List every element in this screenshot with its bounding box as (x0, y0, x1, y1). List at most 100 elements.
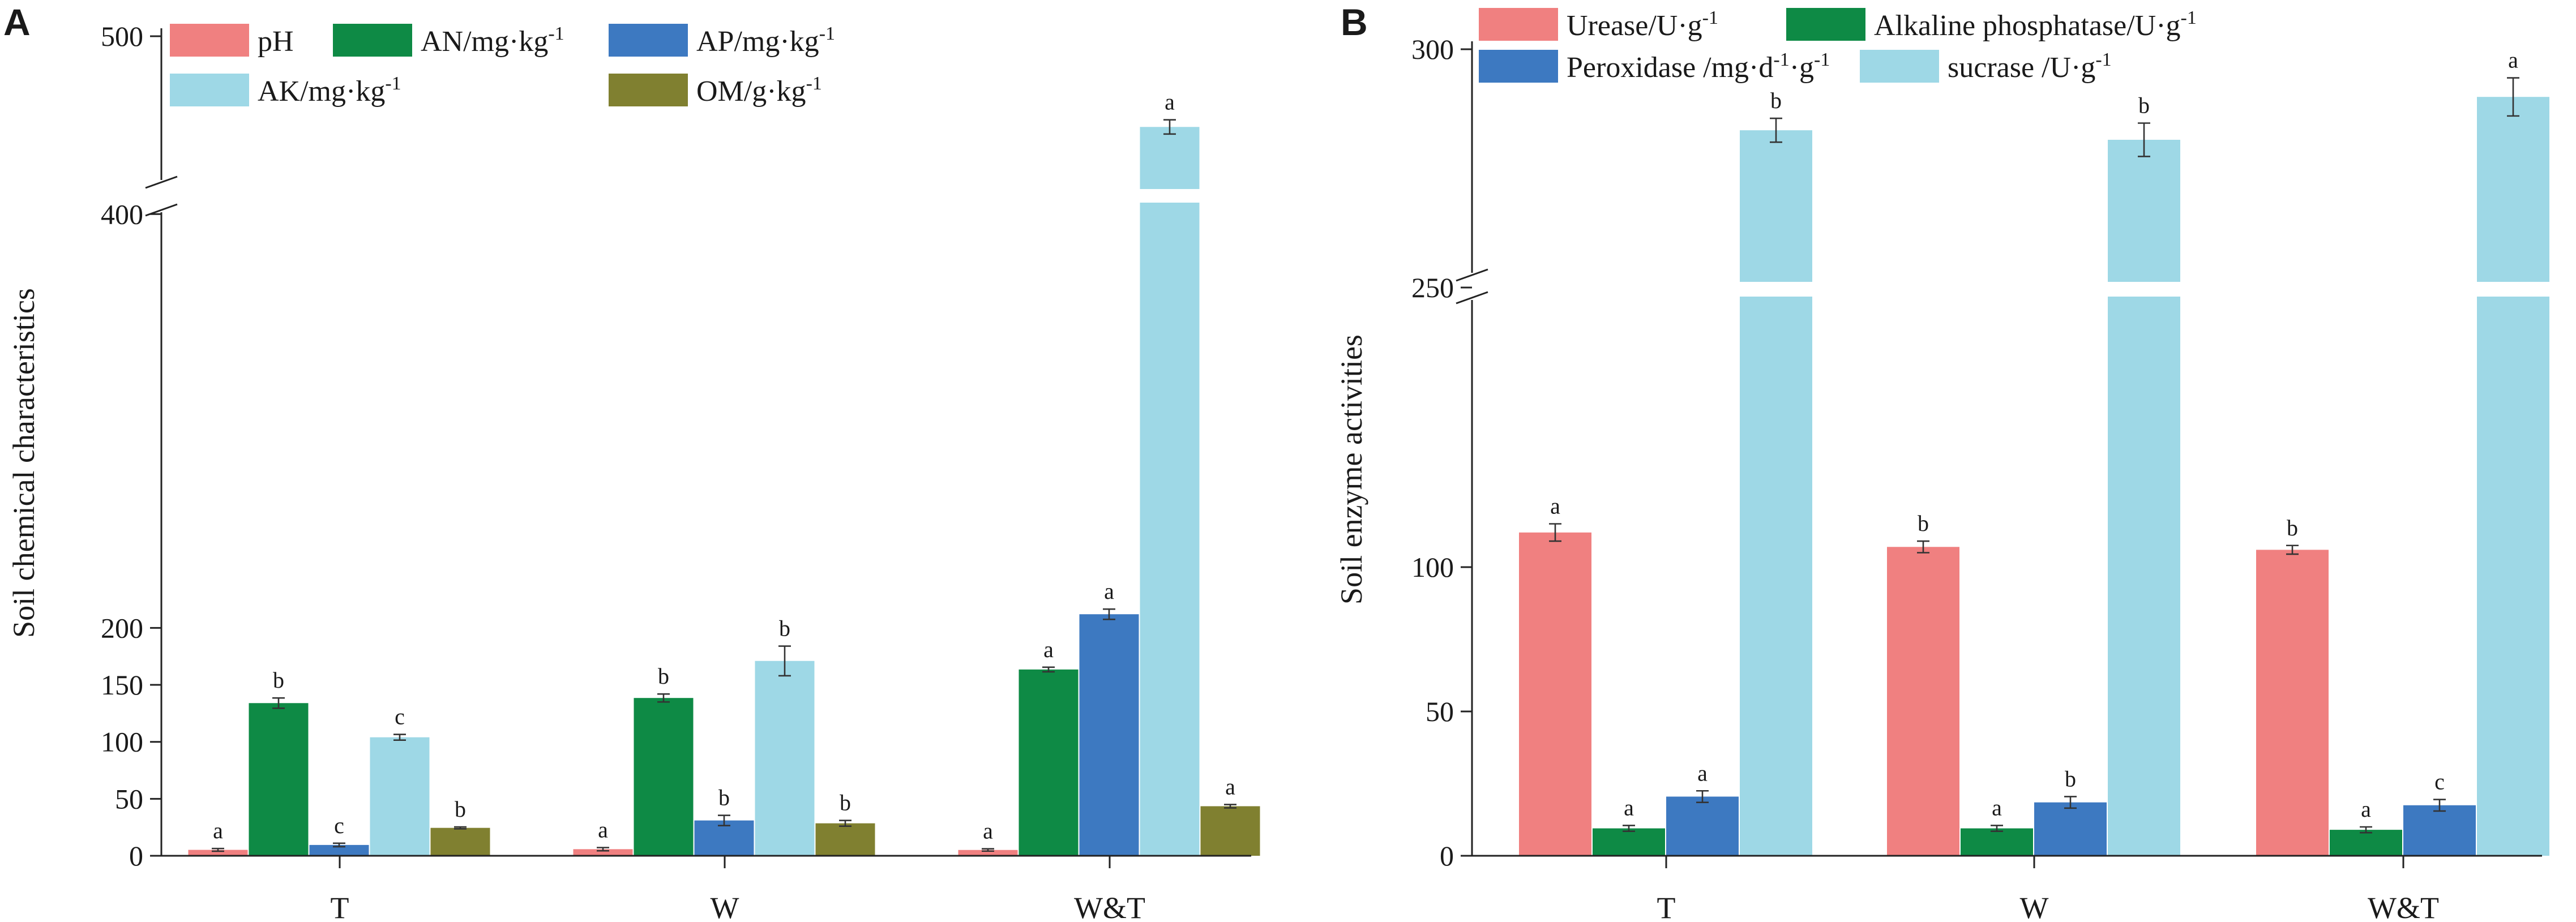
legend-swatch (1479, 8, 1558, 41)
legend-label-sup: -1 (2095, 49, 2111, 70)
bar (755, 661, 815, 856)
legend-label-text: pH (258, 25, 294, 58)
bar (2256, 550, 2329, 856)
legend-label-sup: -1 (1702, 7, 1718, 28)
bar (1666, 796, 1739, 856)
panel-b-chart: a a a b Tb a b b Wb a c a W&T 0 50 100 250 300 Soil enzyme… (1334, 1, 2550, 922)
significance-letter: a (1104, 578, 1114, 604)
significance-letter: a (2361, 796, 2371, 822)
bar (1519, 532, 1591, 856)
legend-label: AK/mg·kg-1 (258, 73, 401, 108)
y-tick-label: 500 (101, 20, 143, 52)
bar (370, 737, 430, 856)
significance-letter: b (2065, 766, 2076, 791)
significance-letter: b (2287, 515, 2298, 541)
significance-letter: a (1697, 760, 1708, 786)
significance-letter: b (455, 796, 466, 822)
significance-letter: c (334, 813, 344, 838)
bar-break-gap (1139, 189, 1200, 203)
legend-label: Alkaline phosphatase/U·g-1 (1874, 7, 2197, 42)
y-tick-label: 0 (1440, 840, 1454, 872)
significance-letter: a (1550, 494, 1560, 519)
legend-label-text: Peroxidase /mg·d (1567, 52, 1773, 84)
category-label: W&T (2368, 891, 2439, 922)
panel-letter: A (3, 1, 31, 43)
significance-letter: a (213, 818, 223, 843)
legend-label: pH (258, 25, 294, 58)
legend-label-sup: -1 (1773, 49, 1789, 70)
legend-swatch (170, 24, 249, 57)
y-tick-label: 50 (1426, 696, 1454, 727)
y-tick-label: 100 (1411, 551, 1454, 583)
significance-letter: b (779, 616, 790, 641)
panel-letter: B (1341, 1, 1368, 43)
significance-letter: b (1918, 511, 1929, 536)
significance-letter: a (1624, 795, 1634, 820)
legend-label-sup: -1 (548, 23, 564, 44)
bar (1200, 806, 1260, 856)
y-axis-title: Soil chemical characteristics (7, 288, 41, 638)
y-tick-label: 100 (101, 726, 143, 758)
significance-letter: a (2508, 48, 2518, 73)
y-tick-label: 400 (101, 198, 143, 230)
category-label: T (1657, 891, 1676, 922)
legend-swatch (1860, 50, 1939, 83)
legend-label-text: AP/mg·kg (696, 25, 819, 58)
legend-label-text: OM/g·kg (696, 75, 806, 108)
legend-label: OM/g·kg-1 (696, 73, 822, 108)
significance-letter: b (718, 785, 730, 810)
legend-label-sup: -1 (806, 73, 822, 94)
significance-letter: a (1165, 89, 1175, 115)
y-tick-label: 200 (101, 612, 143, 644)
bar (1740, 130, 1812, 856)
bar (1887, 547, 1959, 856)
bar (1593, 828, 1665, 856)
y-tick-label: 0 (129, 840, 143, 872)
legend-label-text: sucrase /U·g (1948, 52, 2095, 84)
category-label: T (331, 891, 349, 922)
legend-label: AN/mg·kg-1 (421, 23, 564, 58)
bar (694, 820, 754, 856)
legend-swatch (170, 74, 249, 106)
y-tick-label: 250 (1411, 272, 1454, 303)
bar (2477, 97, 2549, 856)
legend-swatch (1479, 50, 1558, 83)
bar (1140, 127, 1200, 856)
legend-label-text: Alkaline phosphatase/U·g (1874, 10, 2181, 42)
bar (1019, 669, 1079, 856)
bar (1961, 828, 2033, 856)
significance-letter: a (598, 817, 608, 843)
bar (958, 850, 1018, 856)
axis-break-mark (1456, 291, 1488, 305)
bar (634, 698, 694, 856)
significance-letter: b (1770, 88, 1782, 113)
legend-swatch (1786, 8, 1865, 41)
bar (1079, 614, 1139, 856)
legend-label-sup: -1 (385, 73, 401, 94)
significance-letter: a (1225, 774, 1235, 799)
bar-break-gap (2476, 282, 2550, 297)
legend-label-sup: -1 (2181, 7, 2197, 28)
legend-label-sup-2: -1 (1814, 49, 1830, 70)
legend-label-sup: -1 (819, 23, 835, 44)
bar-break-gap (1739, 282, 1813, 297)
significance-letter: b (273, 667, 284, 693)
y-axis-title: Soil enzyme activities (1334, 335, 1368, 604)
significance-letter: c (395, 704, 405, 730)
bar (815, 823, 875, 856)
bar (188, 850, 248, 856)
legend-label: AP/mg·kg-1 (696, 23, 835, 58)
axis-break-gap (1455, 274, 1489, 299)
bar (309, 844, 369, 856)
category-label: W (2020, 891, 2049, 922)
y-tick-label: 50 (115, 783, 143, 814)
bar (430, 827, 490, 856)
legend-label: sucrase /U·g-1 (1948, 49, 2112, 84)
bar (2403, 805, 2476, 856)
legend-swatch (609, 24, 688, 57)
category-label: W&T (1074, 891, 1145, 922)
legend-label: Peroxidase /mg·d-1·g-1 (1567, 49, 1830, 84)
category-label: W (711, 891, 739, 922)
significance-letter: a (1043, 637, 1054, 662)
